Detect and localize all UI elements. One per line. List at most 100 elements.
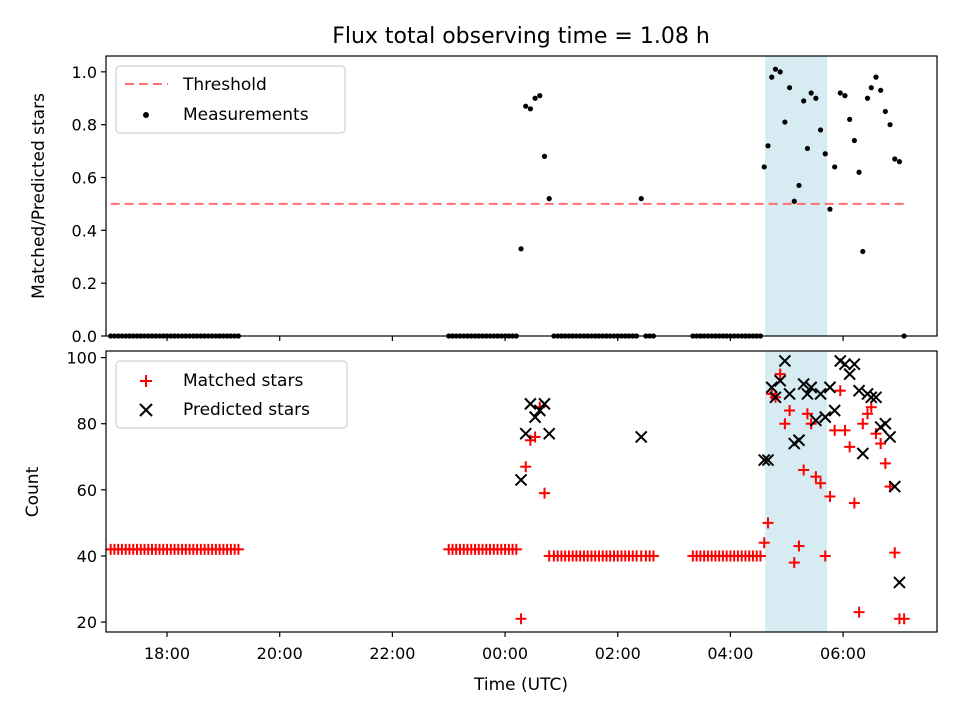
predicted-star-point (519, 427, 532, 440)
top-y-axis: 0.0 0.2 0.4 0.6 0.8 1.0 (72, 63, 106, 346)
predicted-star-point (814, 387, 827, 401)
threshold-legend-label: Threshold (182, 75, 267, 95)
matched-star-point (853, 606, 865, 618)
bottom-legend: Matched stars Predicted stars (115, 360, 348, 429)
measurement-point (896, 159, 903, 165)
measurement-point (537, 93, 543, 99)
bottom-y-axis-label: Count (23, 466, 43, 517)
y-tick-label: 0.8 (72, 116, 97, 135)
matched-star-point (529, 431, 541, 443)
measurement-point (808, 90, 814, 96)
matched-star-point (898, 613, 910, 625)
matched-star-point (829, 424, 841, 436)
measurement-point (868, 85, 874, 91)
top-highlight-span (765, 56, 828, 336)
measurements-legend-swatch (143, 112, 149, 118)
measurements-legend-label: Measurements (183, 105, 309, 125)
measurement-point (796, 182, 802, 189)
top-legend-box (115, 65, 346, 134)
top-points (108, 66, 907, 339)
predicted-star-point (888, 480, 901, 493)
matched-star-point (793, 540, 805, 552)
x-tick-label: 04:00 (707, 644, 753, 663)
matched-star-point (510, 543, 522, 555)
measurement-point (523, 103, 529, 109)
measurement-point (769, 74, 775, 80)
bottom-points (105, 354, 910, 625)
predicted-star-point (879, 417, 892, 430)
x-tick-label: 06:00 (820, 644, 866, 663)
predicted-star-point (838, 358, 852, 371)
predicted-star-point (783, 387, 796, 401)
matched-star-point (844, 441, 856, 453)
matched-star-point (834, 385, 846, 397)
measurement-point (791, 198, 797, 204)
matched-star-point (848, 497, 860, 509)
measurement-point (638, 196, 644, 202)
chart-title: Flux total observing time = 1.08 h (332, 24, 710, 49)
y-tick-label: 0.4 (72, 221, 97, 240)
matched-legend-label: Matched stars (183, 371, 303, 391)
measurement-point (546, 196, 552, 202)
matched-star-point (875, 438, 887, 450)
y-tick-label: 80 (77, 415, 97, 434)
matched-star-point (232, 543, 244, 555)
measurement-point (777, 69, 783, 75)
matched-star-point (647, 550, 659, 562)
matched-star-point (815, 477, 827, 489)
matched-star-point (889, 547, 901, 559)
predicted-star-point (797, 377, 810, 391)
matched-star-point (754, 550, 766, 562)
measurement-point (864, 95, 871, 101)
x-tick-label: 20:00 (257, 644, 303, 663)
top-legend: Threshold Measurements (115, 65, 346, 134)
matched-star-point (779, 418, 791, 430)
measurement-point (527, 106, 534, 112)
x-tick-label: 00:00 (482, 644, 528, 663)
predicted-star-point (828, 404, 841, 417)
matched-star-point (798, 464, 810, 476)
matched-star-point (515, 613, 527, 625)
predicted-star-point (843, 367, 856, 381)
y-tick-label: 40 (77, 547, 97, 566)
measurement-point (541, 153, 548, 159)
matched-legend-swatch (140, 375, 152, 387)
y-tick-label: 0.2 (72, 274, 97, 293)
matched-star-point (539, 487, 551, 499)
measurement-point (822, 151, 828, 157)
measurement-point (765, 143, 771, 149)
predicted-star-point (524, 397, 537, 411)
top-y-axis-label: Matched/Predicted stars (29, 93, 49, 299)
measurement-point (782, 119, 788, 125)
bottom-plot-frame (105, 350, 938, 633)
top-x-ticks (166, 336, 844, 341)
matched-star-point (865, 401, 877, 413)
y-tick-label: 0.6 (72, 169, 97, 188)
predicted-star-point (809, 414, 823, 427)
measurement-point (801, 98, 807, 104)
bottom-legend-box (115, 360, 348, 429)
top-panel: 0.0 0.2 0.4 0.6 0.8 1.0 Matched/Predicted sta… (29, 55, 938, 346)
predicted-star-point (542, 427, 556, 440)
matched-star-point (784, 405, 796, 417)
matched-star-point (801, 408, 813, 420)
measurement-point (817, 127, 824, 133)
predicted-star-point (538, 397, 551, 411)
measurement-point (827, 206, 833, 212)
predicted-star-point (761, 453, 775, 467)
measurement-point (786, 85, 793, 91)
predicted-star-point (765, 381, 778, 394)
matched-star-point (839, 424, 851, 436)
x-tick-label: 22:00 (369, 644, 415, 663)
predicted-star-point (514, 473, 528, 487)
bottom-x-axis: 18:00 20:00 22:00 00:00 02:00 04:00 06:00 (144, 632, 866, 663)
measurement-point (887, 122, 893, 128)
matched-star-point (870, 428, 882, 440)
measurement-point (761, 164, 767, 170)
matched-star-point (879, 457, 891, 469)
measurement-point (772, 66, 779, 72)
matched-star-point (819, 550, 831, 562)
x-tick-label: 02:00 (595, 644, 641, 663)
y-tick-label: 100 (66, 349, 97, 368)
